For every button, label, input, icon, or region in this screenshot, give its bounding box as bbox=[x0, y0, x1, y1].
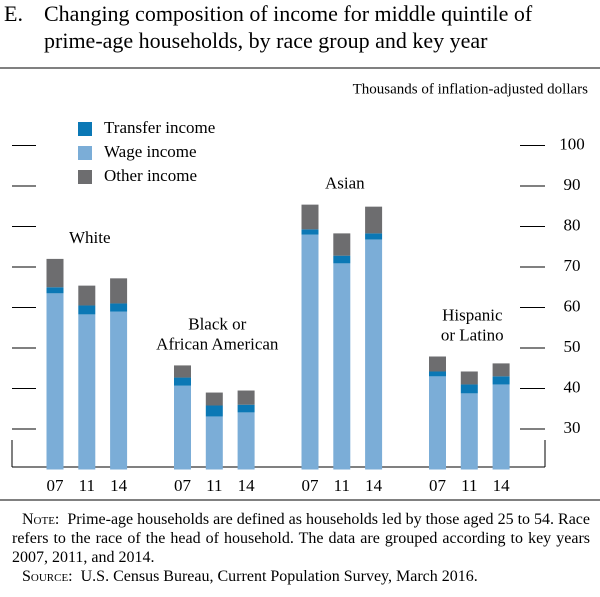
x-tick-label: 11 bbox=[79, 476, 95, 495]
bar-segment bbox=[78, 305, 96, 315]
source: Source: U.S. Census Bureau, Current Popu… bbox=[12, 567, 590, 586]
bar-segment bbox=[110, 278, 128, 304]
group-label: Hispanic bbox=[442, 305, 503, 324]
x-tick-label: 11 bbox=[461, 476, 477, 495]
y-tick-label: 80 bbox=[564, 215, 581, 234]
x-tick-label: 07 bbox=[47, 476, 65, 495]
bar-segment bbox=[46, 293, 64, 470]
bar-segment bbox=[333, 233, 351, 256]
note-text: Prime-age households are defined as hous… bbox=[12, 511, 591, 566]
bar-segment bbox=[429, 376, 446, 470]
bar-segment bbox=[333, 255, 351, 264]
group-label: White bbox=[69, 228, 111, 247]
bar-segment bbox=[301, 204, 319, 230]
bar-segment bbox=[301, 234, 319, 470]
x-tick-label: 11 bbox=[206, 476, 222, 495]
bar-segment bbox=[46, 258, 64, 288]
y-tick-label: 70 bbox=[564, 256, 581, 275]
legend-label: Wage income bbox=[104, 142, 197, 161]
x-tick-label: 07 bbox=[429, 476, 447, 495]
bar-segment bbox=[492, 363, 510, 377]
unit-label: Thousands of inflation-adjusted dollars bbox=[353, 81, 589, 97]
y-tick-label: 40 bbox=[564, 377, 581, 396]
bar-segment bbox=[237, 404, 255, 413]
bar-segment bbox=[492, 384, 510, 470]
bar-segment bbox=[174, 385, 191, 470]
source-label: Source: bbox=[22, 568, 73, 585]
x-tick-label: 07 bbox=[174, 476, 192, 495]
bar-segment bbox=[78, 314, 96, 470]
legend-swatch bbox=[78, 170, 92, 184]
bar-segment bbox=[205, 416, 223, 470]
legend-swatch bbox=[78, 122, 92, 136]
legend-label: Transfer income bbox=[104, 118, 215, 137]
bar-segment bbox=[174, 365, 191, 378]
note-label: Note: bbox=[22, 511, 60, 528]
x-tick-label: 14 bbox=[110, 476, 128, 495]
x-tick-label: 07 bbox=[302, 476, 320, 495]
note: Note: Prime-age households are defined a… bbox=[12, 510, 590, 567]
chart-title: Changing composition of income for middl… bbox=[44, 1, 533, 26]
bar-segment bbox=[429, 356, 446, 372]
bar-segment bbox=[365, 206, 383, 234]
bar-segment bbox=[429, 371, 446, 377]
y-tick-label: 100 bbox=[559, 134, 585, 153]
bar-segment bbox=[365, 239, 383, 470]
bar-segment bbox=[492, 376, 510, 385]
bar-segment bbox=[110, 303, 128, 312]
group-label: Asian bbox=[325, 174, 365, 193]
x-tick-label: 14 bbox=[238, 476, 256, 495]
bar-segment bbox=[301, 229, 319, 235]
bar-segment bbox=[237, 390, 255, 405]
legend-label: Other income bbox=[104, 166, 197, 185]
group-label: African American bbox=[156, 334, 279, 353]
notes: Note: Prime-age households are defined a… bbox=[12, 510, 590, 586]
y-tick-label: 30 bbox=[564, 418, 581, 437]
x-tick-label: 14 bbox=[365, 476, 383, 495]
group-label: or Latino bbox=[441, 325, 504, 344]
legend-swatch bbox=[78, 146, 92, 160]
chart-title: prime-age households, by race group and … bbox=[44, 28, 488, 53]
bar-segment bbox=[237, 412, 255, 470]
bar-segment bbox=[460, 393, 478, 470]
x-tick-label: 14 bbox=[493, 476, 511, 495]
y-tick-label: 90 bbox=[564, 175, 581, 194]
bar-segment bbox=[333, 263, 351, 470]
title-label: E. bbox=[4, 1, 23, 26]
bar-segment bbox=[46, 287, 64, 294]
bar-segment bbox=[460, 384, 478, 394]
bar-segment bbox=[460, 371, 478, 385]
x-tick-label: 11 bbox=[334, 476, 350, 495]
bar-segment bbox=[78, 285, 96, 306]
bar-segment bbox=[205, 405, 223, 417]
bar-segment bbox=[205, 392, 223, 406]
bar-segment bbox=[174, 377, 191, 386]
y-tick-label: 60 bbox=[564, 296, 581, 315]
y-tick-label: 50 bbox=[564, 337, 581, 356]
source-text: U.S. Census Bureau, Current Population S… bbox=[80, 568, 478, 585]
group-label: Black or bbox=[188, 314, 246, 333]
bar-segment bbox=[110, 311, 128, 470]
bar-segment bbox=[365, 233, 383, 240]
